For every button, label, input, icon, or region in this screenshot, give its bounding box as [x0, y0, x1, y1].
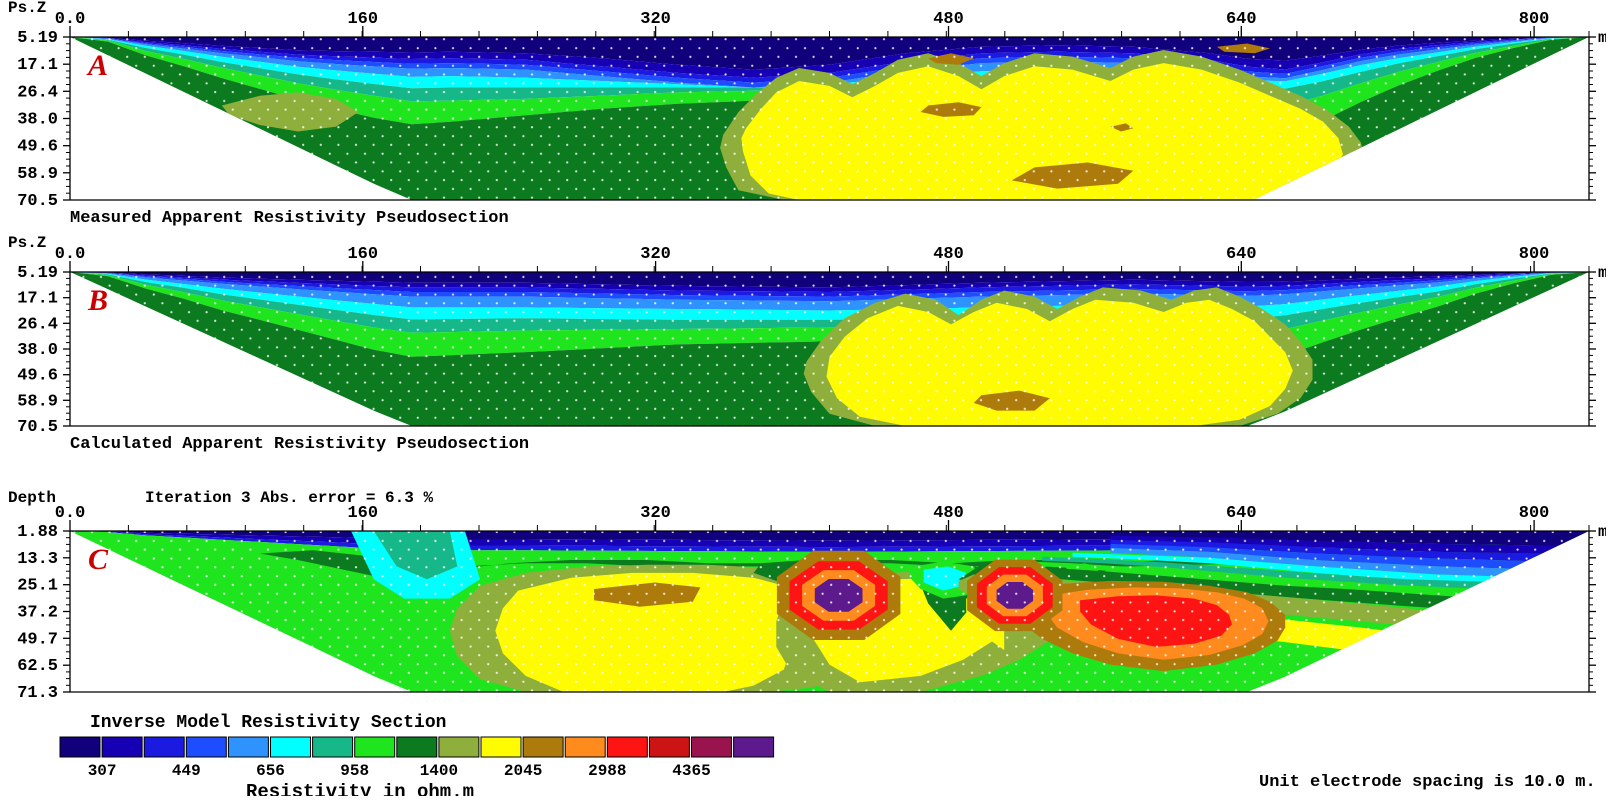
svg-text:160: 160 — [347, 245, 378, 264]
svg-text:49.6: 49.6 — [17, 367, 58, 386]
svg-text:25.1: 25.1 — [17, 577, 58, 596]
svg-text:A: A — [86, 49, 108, 82]
svg-text:Unit electrode spacing is 10.0: Unit electrode spacing is 10.0 m. — [1259, 773, 1596, 792]
svg-text:Measured Apparent Resistivity: Measured Apparent Resistivity Pseudosect… — [70, 209, 509, 228]
svg-text:640: 640 — [1226, 10, 1257, 29]
svg-text:656: 656 — [256, 762, 285, 780]
svg-text:m.: m. — [1598, 523, 1606, 541]
svg-text:38.0: 38.0 — [17, 341, 58, 360]
svg-text:58.9: 58.9 — [17, 392, 58, 411]
svg-text:71.3: 71.3 — [17, 684, 58, 703]
svg-text:Ps.Z: Ps.Z — [8, 0, 46, 17]
svg-text:5.19: 5.19 — [17, 29, 58, 48]
svg-text:Iteration 3 Abs. error = 6.3 %: Iteration 3 Abs. error = 6.3 % — [145, 489, 433, 507]
svg-text:Resistivity in ohm.m: Resistivity in ohm.m — [246, 781, 474, 796]
svg-text:480: 480 — [933, 10, 964, 29]
svg-text:2045: 2045 — [504, 762, 542, 780]
svg-text:70.5: 70.5 — [17, 192, 58, 211]
svg-text:49.7: 49.7 — [17, 630, 58, 649]
svg-text:1.88: 1.88 — [17, 523, 58, 542]
svg-text:320: 320 — [640, 504, 671, 523]
svg-text:0.0: 0.0 — [55, 245, 86, 264]
svg-text:17.1: 17.1 — [17, 56, 58, 75]
svg-text:0.0: 0.0 — [55, 504, 86, 523]
svg-text:m.: m. — [1598, 264, 1606, 282]
svg-text:Calculated Apparent Resistivit: Calculated Apparent Resistivity Pseudose… — [70, 435, 529, 454]
svg-text:640: 640 — [1226, 245, 1257, 264]
svg-text:800: 800 — [1519, 10, 1550, 29]
svg-text:958: 958 — [340, 762, 369, 780]
svg-text:320: 320 — [640, 245, 671, 264]
svg-text:2988: 2988 — [588, 762, 626, 780]
svg-text:49.6: 49.6 — [17, 138, 58, 157]
svg-text:800: 800 — [1519, 504, 1550, 523]
svg-text:17.1: 17.1 — [17, 290, 58, 309]
svg-text:38.0: 38.0 — [17, 111, 58, 130]
svg-text:307: 307 — [88, 762, 117, 780]
svg-text:1400: 1400 — [420, 762, 458, 780]
svg-text:5.19: 5.19 — [17, 264, 58, 283]
svg-text:37.2: 37.2 — [17, 604, 58, 623]
svg-text:26.4: 26.4 — [17, 315, 58, 334]
svg-text:640: 640 — [1226, 504, 1257, 523]
svg-text:70.5: 70.5 — [17, 418, 58, 437]
svg-text:480: 480 — [933, 245, 964, 264]
svg-text:Depth: Depth — [8, 489, 56, 507]
svg-text:0.0: 0.0 — [55, 10, 86, 29]
svg-text:Ps.Z: Ps.Z — [8, 234, 46, 252]
svg-text:B: B — [87, 284, 108, 317]
svg-text:58.9: 58.9 — [17, 165, 58, 184]
svg-text:62.5: 62.5 — [17, 657, 58, 676]
svg-text:320: 320 — [640, 10, 671, 29]
svg-text:C: C — [88, 543, 109, 576]
svg-text:160: 160 — [347, 10, 378, 29]
svg-text:480: 480 — [933, 504, 964, 523]
svg-text:4365: 4365 — [672, 762, 710, 780]
svg-text:Inverse Model Resistivity Sect: Inverse Model Resistivity Section — [90, 713, 446, 733]
svg-text:449: 449 — [172, 762, 201, 780]
svg-text:m.: m. — [1598, 29, 1606, 47]
svg-text:13.3: 13.3 — [17, 550, 58, 569]
svg-text:26.4: 26.4 — [17, 83, 58, 102]
svg-text:800: 800 — [1519, 245, 1550, 264]
